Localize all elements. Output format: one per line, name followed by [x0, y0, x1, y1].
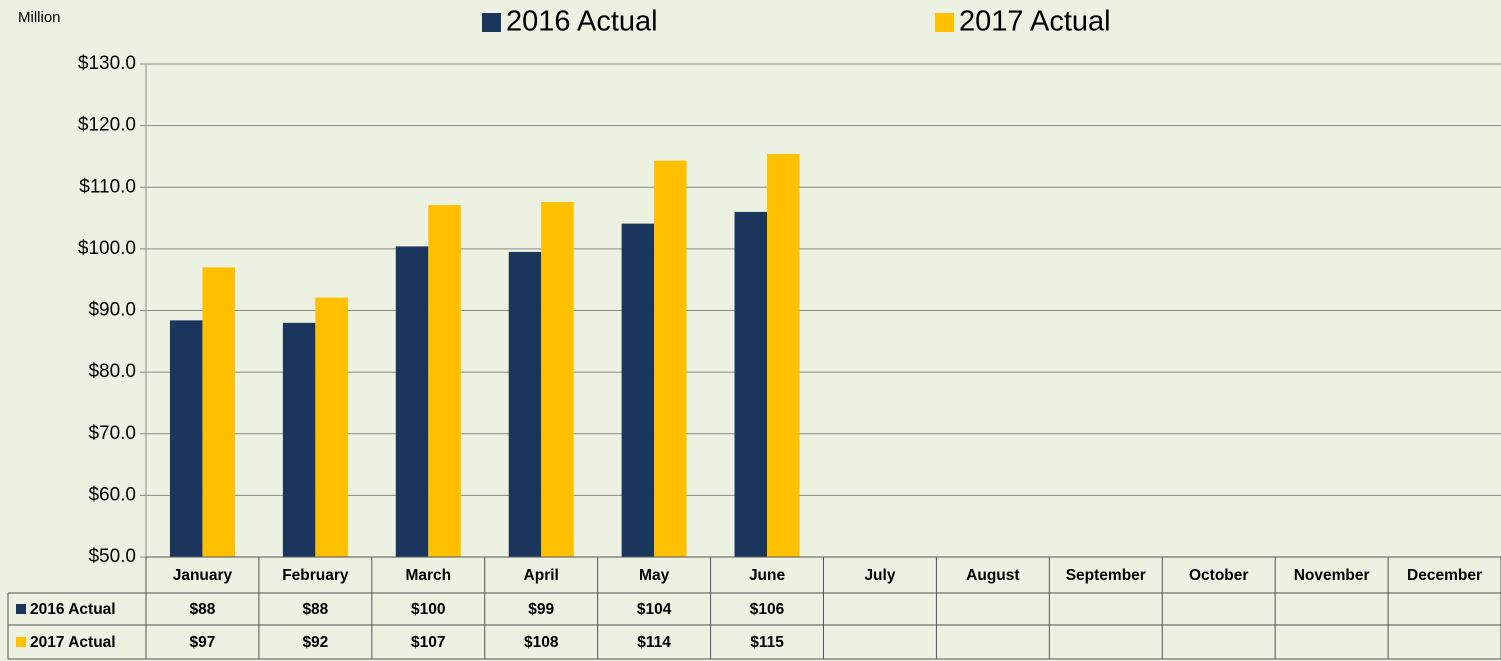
bar — [169, 320, 203, 557]
x-tick-label: August — [966, 567, 1019, 584]
bar — [202, 267, 235, 557]
legend-swatch — [482, 13, 501, 32]
bar — [315, 297, 348, 557]
table-row-label: 2017 Actual — [30, 634, 116, 651]
x-tick-label: February — [282, 567, 349, 584]
table-legend-key — [16, 637, 26, 647]
y-tick-label: $90.0 — [88, 300, 136, 321]
table-cell: $115 — [750, 634, 784, 651]
x-tick-label: January — [173, 567, 233, 584]
x-tick-label: April — [524, 567, 559, 584]
bar — [621, 223, 655, 557]
bar — [654, 160, 687, 557]
table-cell: $92 — [302, 634, 328, 651]
legend-swatch — [935, 13, 954, 32]
table-legend-key — [16, 604, 26, 614]
unit-label: Million — [18, 9, 61, 26]
y-tick-label: $120.0 — [78, 115, 136, 136]
legend-label: 2016 Actual — [506, 6, 658, 38]
y-tick-label: $80.0 — [88, 361, 136, 382]
x-tick-label: June — [749, 567, 786, 584]
bar — [395, 246, 429, 557]
bar — [508, 251, 542, 558]
x-tick-label: December — [1407, 567, 1482, 584]
table-cell: $88 — [302, 601, 328, 618]
legend-label: 2017 Actual — [959, 6, 1111, 38]
table-cell: $107 — [411, 634, 445, 651]
y-tick-label: $60.0 — [88, 484, 136, 505]
bar — [734, 211, 768, 557]
x-tick-label: July — [864, 567, 895, 584]
table-row-label: 2016 Actual — [30, 601, 116, 618]
y-tick-label: $50.0 — [88, 546, 136, 567]
table-cell: $100 — [411, 601, 445, 618]
x-tick-label: October — [1189, 567, 1248, 584]
bar — [541, 202, 574, 558]
bar — [767, 153, 800, 557]
y-tick-label: $70.0 — [88, 423, 136, 444]
x-tick-label: May — [639, 567, 670, 584]
x-tick-label: March — [405, 567, 451, 584]
table-cell: $88 — [190, 601, 216, 618]
table-cell: $114 — [637, 634, 671, 651]
table-cell: $104 — [637, 601, 672, 618]
y-tick-label: $110.0 — [79, 176, 136, 197]
bar — [428, 205, 461, 557]
y-tick-label: $100.0 — [78, 238, 136, 259]
table-cell: $108 — [524, 634, 559, 651]
x-tick-label: September — [1066, 567, 1146, 584]
table-cell: $99 — [528, 601, 554, 618]
y-tick-label: $130.0 — [78, 53, 136, 74]
table-cell: $97 — [190, 634, 216, 651]
table-cell: $106 — [750, 601, 785, 618]
x-tick-label: November — [1294, 567, 1370, 584]
bar — [282, 322, 316, 557]
